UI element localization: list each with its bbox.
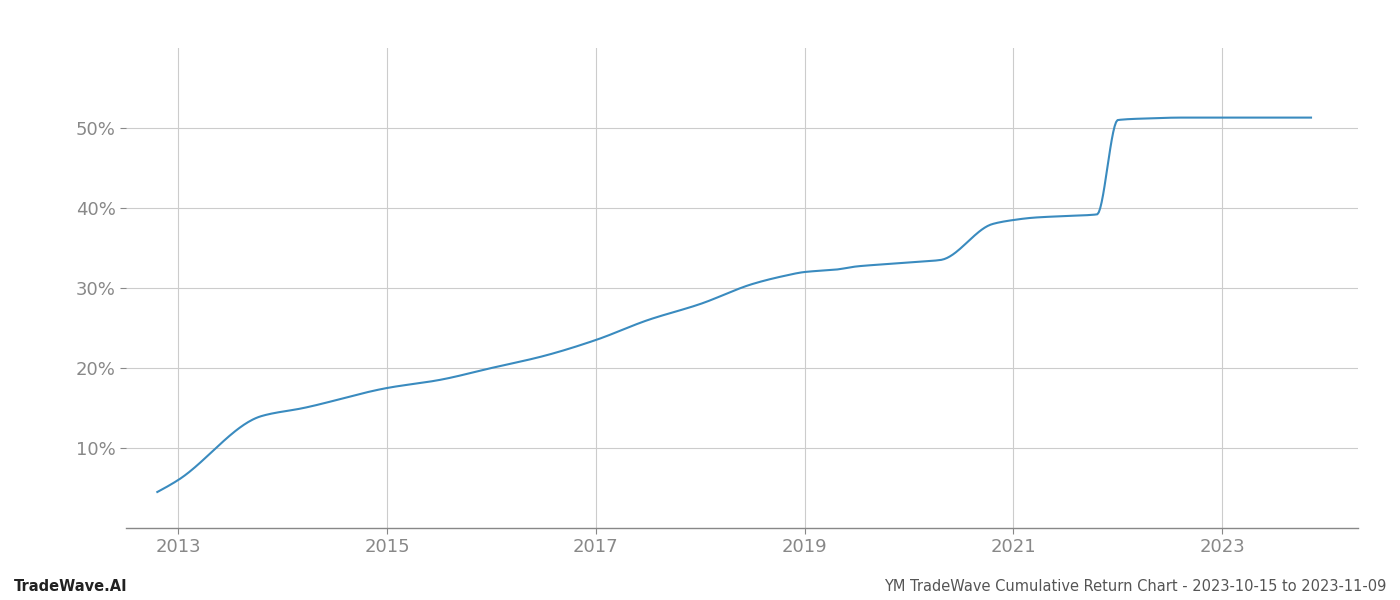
Text: TradeWave.AI: TradeWave.AI [14,579,127,594]
Text: YM TradeWave Cumulative Return Chart - 2023-10-15 to 2023-11-09: YM TradeWave Cumulative Return Chart - 2… [883,579,1386,594]
